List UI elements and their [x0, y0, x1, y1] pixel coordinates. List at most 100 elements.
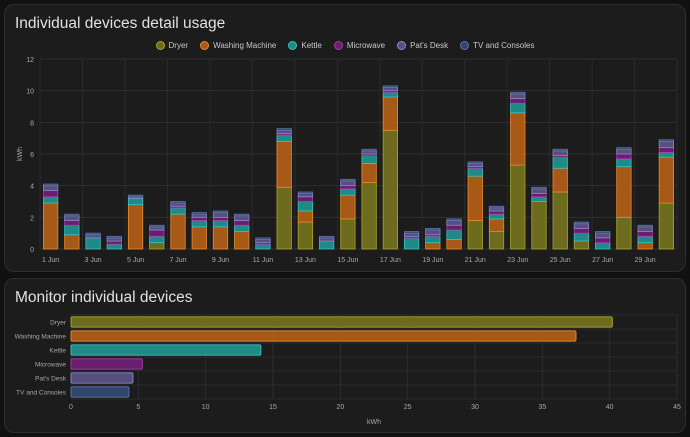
bar-tv-and-consoles-18 [403, 231, 420, 234]
bar-pat-s-desk-15 [340, 180, 356, 187]
bar-pat-s-desk-16 [361, 150, 377, 155]
bar-tv-and-consoles-17 [382, 85, 398, 88]
bar-tv-and-consoles-21 [467, 161, 483, 164]
y-axis-label: kWh [17, 147, 24, 161]
bar-pat-s-desk-24 [531, 188, 547, 194]
bar-microwave-10 [234, 220, 250, 226]
bar-pat-s-desk-21 [467, 163, 483, 168]
x-tick-label: 25 [404, 404, 412, 411]
legend-swatch-icon [288, 41, 298, 50]
bar-tv-and-consoles-22 [488, 205, 505, 209]
bar-kettle-9 [212, 220, 229, 228]
bar-tv-and-consoles [70, 386, 130, 398]
detail-usage-card: Individual devices detail usage Dryer Was… [4, 4, 686, 272]
y-tick-label: 2 [30, 215, 34, 222]
bar-microwave [70, 358, 143, 370]
legend-item-pat-s-desk[interactable]: Pat's Desk [397, 41, 448, 50]
y-tick-label: 12 [26, 57, 34, 64]
bar-dryer-6 [149, 242, 165, 250]
chart-legend: Dryer Washing Machine Kettle Microwave Pat's… [5, 41, 685, 50]
bar-dryer-28 [616, 216, 632, 250]
bar-kettle-27 [595, 242, 611, 250]
bar-dryer-30 [658, 202, 675, 250]
bar-tv-and-consoles-20 [446, 218, 462, 221]
x-tick-label: 1 Jun [42, 257, 59, 264]
monitor-devices-card: Monitor individual devices 0 5 10 15 20 25 30 3… [4, 278, 686, 433]
bar-washing-machine-30 [658, 156, 675, 204]
bar-microwave-29 [637, 231, 653, 237]
bar-washing-machine-28 [616, 166, 632, 218]
bar-kettle-4 [106, 243, 122, 250]
bar-pat-s-desk-27 [595, 232, 611, 239]
bar-pat-s-desk-2 [64, 215, 80, 221]
x-tick-label: 17 Jun [380, 257, 401, 264]
bar-washing-machine-17 [382, 96, 398, 131]
legend-item-microwave[interactable]: Microwave [333, 41, 385, 50]
bar-tv-and-consoles-24 [531, 186, 547, 190]
bar-washing-machine [70, 330, 577, 342]
x-axis-label: kWh [367, 419, 381, 426]
bar-pat-s-desk-18 [403, 232, 420, 237]
bar-dryer-24 [531, 201, 547, 250]
category-label: Dryer [50, 320, 67, 327]
bar-tv-and-consoles-2 [64, 213, 80, 217]
bar-dryer-17 [382, 129, 398, 250]
bar-kettle-17 [382, 91, 398, 98]
bar-kettle-16 [361, 155, 377, 164]
bar-kettle-15 [340, 188, 356, 196]
bar-tv-and-consoles-13 [297, 191, 314, 194]
bar-pat-s-desk-9 [212, 212, 229, 218]
bar-washing-machine-2 [64, 234, 80, 250]
bar-washing-machine-23 [510, 112, 526, 166]
bar-washing-machine-21 [467, 175, 483, 221]
bar-kettle-13 [297, 201, 314, 212]
bar-tv-and-consoles-28 [616, 147, 632, 150]
bar-tv-and-consoles-29 [637, 224, 653, 228]
bar-tv-and-consoles-3 [85, 232, 101, 236]
bar-tv-and-consoles-8 [191, 212, 207, 215]
bar-tv-and-consoles-10 [234, 213, 250, 217]
y-tick-label: 0 [30, 247, 34, 254]
bar-dryer-16 [361, 182, 377, 250]
x-tick-label: 5 [136, 404, 140, 411]
bar-tv-and-consoles-16 [361, 148, 377, 152]
bar-tv-and-consoles-9 [212, 210, 229, 213]
bar-tv-and-consoles-7 [170, 201, 186, 204]
x-tick-label: 23 Jun [507, 257, 528, 264]
bar-washing-machine-15 [340, 194, 356, 220]
bar-pat-s-desk [70, 372, 134, 384]
legend-item-washing-machine[interactable]: Washing Machine [200, 41, 276, 50]
x-tick-label: 27 Jun [592, 257, 613, 264]
bar-kettle-7 [170, 207, 186, 215]
bar-pat-s-desk-25 [552, 150, 568, 156]
category-label: TV and Consoles [16, 390, 67, 397]
legend-item-tv-and-consoles[interactable]: TV and Consoles [460, 41, 534, 50]
bar-tv-and-consoles-26 [573, 221, 590, 225]
bar-dryer-26 [573, 240, 590, 250]
bar-microwave-27 [595, 237, 611, 244]
bar-pat-s-desk-8 [191, 213, 207, 218]
legend-item-kettle[interactable]: Kettle [288, 41, 322, 50]
bar-pat-s-desk-26 [573, 223, 590, 229]
legend-label: Pat's Desk [410, 41, 449, 50]
bar-dryer-22 [488, 231, 505, 250]
y-tick-label: 4 [30, 184, 34, 191]
stacked-bar-chart: 0 2 4 6 8 10 12 kWh 1 Jun 3 Jun 5 Jun 7 Jun 9 Jun 11 … [17, 57, 678, 264]
bar-kettle-12 [276, 134, 292, 142]
legend-item-dryer[interactable]: Dryer [155, 41, 188, 50]
bar-microwave-9 [212, 216, 229, 221]
bar-kettle-19 [425, 235, 441, 244]
bar-tv-and-consoles-25 [552, 148, 568, 152]
x-tick-label: 7 Jun [169, 257, 186, 264]
bar-pat-s-desk-30 [658, 140, 675, 149]
bar-pat-s-desk-23 [510, 93, 526, 99]
bar-kettle-30 [658, 152, 675, 158]
bar-pat-s-desk-12 [276, 129, 292, 134]
x-tick-label: 3 Jun [85, 257, 102, 264]
category-label: Microwave [35, 362, 66, 369]
bar-pat-s-desk-28 [616, 148, 632, 155]
bar-tv-and-consoles-6 [149, 224, 165, 228]
bar-microwave-15 [340, 185, 356, 190]
legend-swatch-icon [200, 41, 210, 50]
bar-kettle-1 [42, 196, 59, 204]
